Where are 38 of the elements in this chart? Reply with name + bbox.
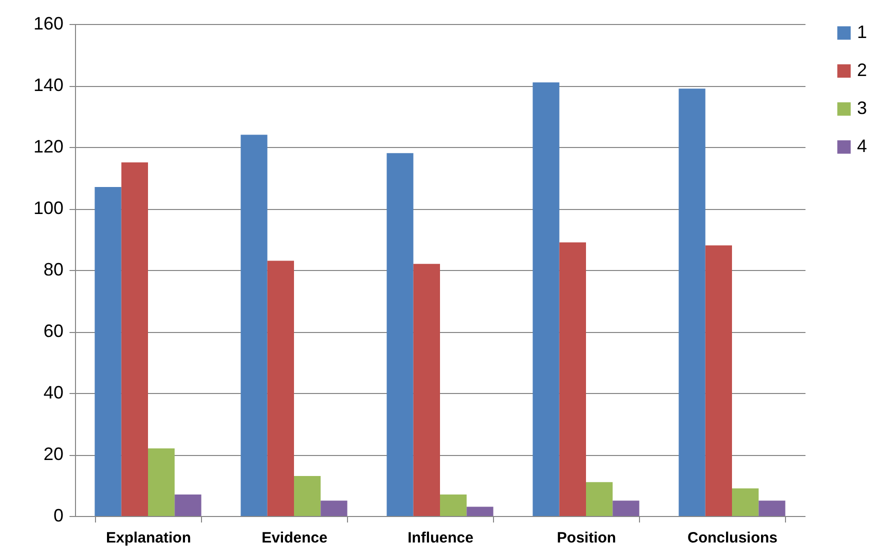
- bar: [174, 494, 202, 516]
- bar: [440, 494, 467, 516]
- legend-label: 1: [857, 22, 868, 42]
- y-tick-label: 140: [33, 75, 64, 95]
- bar: [758, 500, 786, 516]
- x-tick-label: Conclusions: [687, 530, 778, 546]
- y-tick-label: 160: [33, 14, 64, 34]
- bar: [732, 488, 759, 516]
- bar: [121, 162, 148, 516]
- y-tick-label: 0: [53, 506, 64, 526]
- bar: [320, 500, 348, 516]
- bar: [559, 242, 586, 516]
- bar: [148, 448, 175, 516]
- y-tick-label: 60: [43, 321, 64, 341]
- x-tick-label: Explanation: [106, 530, 192, 546]
- bar: [267, 260, 294, 516]
- y-tick-label: 20: [43, 444, 64, 464]
- legend-label: 3: [857, 98, 868, 118]
- bar: [413, 264, 440, 516]
- x-tick-label: Influence: [408, 530, 474, 546]
- y-tick-label: 80: [43, 260, 64, 280]
- bar: [240, 134, 268, 516]
- bar: [94, 186, 122, 516]
- bar: [612, 500, 640, 516]
- bar: [586, 482, 613, 516]
- legend-label: 2: [857, 60, 868, 80]
- bar: [294, 476, 321, 516]
- bar: [466, 506, 494, 516]
- y-tick-label: 40: [43, 382, 64, 402]
- bar: [705, 245, 732, 516]
- y-tick-label: 120: [33, 136, 64, 156]
- legend-label: 4: [857, 136, 868, 156]
- bar: [532, 82, 560, 516]
- x-tick-label: Evidence: [262, 530, 328, 546]
- x-tick-label: Position: [556, 530, 616, 546]
- bar: [386, 153, 414, 516]
- bar: [678, 88, 706, 516]
- y-tick-label: 100: [33, 198, 64, 218]
